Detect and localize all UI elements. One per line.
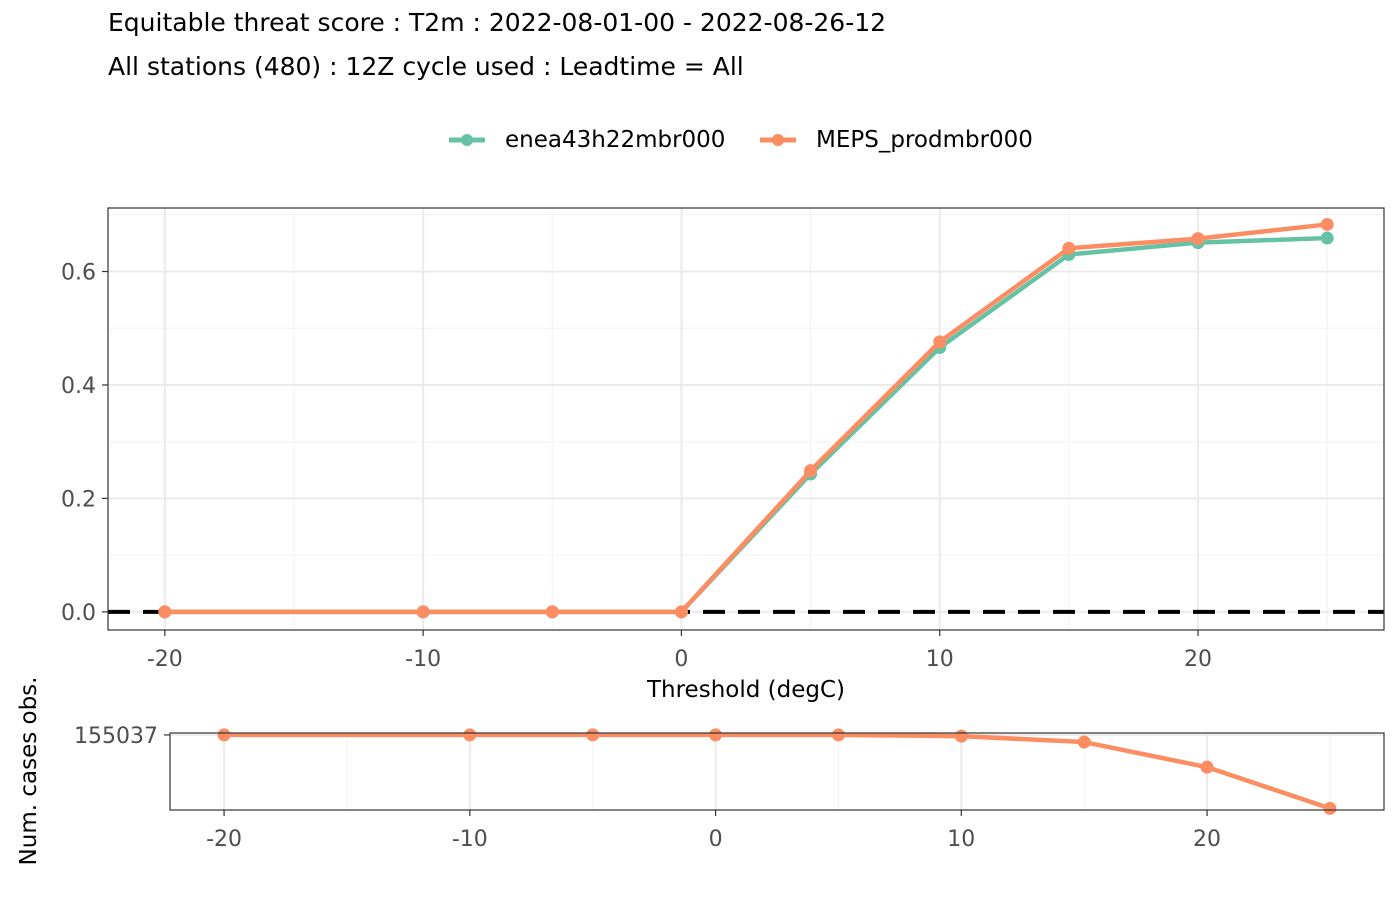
series-line-1	[224, 732, 1331, 811]
data-point-series-2	[1062, 241, 1076, 255]
data-point-series-2	[416, 605, 430, 619]
data-point-series-1	[1077, 735, 1091, 749]
chart-title-line-1: Equitable threat score : T2m : 2022-08-0…	[108, 8, 887, 37]
y-tick-label: 0.6	[61, 261, 96, 286]
chart-legend: enea43h22mbr000 MEPS_prodmbr000	[0, 120, 1400, 160]
series-line-2	[164, 222, 1328, 615]
data-point-series-1	[831, 728, 845, 742]
y-tick-label: 0.2	[61, 487, 96, 512]
panel-border	[169, 732, 1385, 811]
data-point-series-1	[709, 728, 723, 742]
legend-item-series-1: enea43h22mbr000	[447, 120, 725, 160]
x-axis-title: Threshold (degC)	[646, 677, 845, 703]
x-tick-label: -20	[206, 827, 242, 852]
data-point-series-1	[954, 729, 968, 743]
x-tick-label: 0	[674, 647, 688, 672]
data-point-series-2	[933, 335, 947, 349]
x-tick-label: -10	[405, 647, 441, 672]
x-tick-label: 10	[947, 827, 975, 852]
data-point-series-1	[1320, 231, 1334, 245]
data-point-series-2	[804, 464, 818, 478]
legend-label-series-2: MEPS_prodmbr000	[816, 127, 1033, 153]
panel-border	[107, 207, 1385, 631]
data-point-series-2	[158, 605, 172, 619]
x-tick-label: 10	[926, 647, 954, 672]
y-tick-label: 0.4	[61, 374, 96, 399]
legend-key-series-1	[449, 134, 485, 146]
x-tick-label: -20	[147, 647, 183, 672]
cases-chart-panel: -20 -10 0 10 20 155037 Num. cases obs.	[16, 677, 1385, 866]
legend-item-series-2: MEPS_prodmbr000	[758, 120, 1033, 160]
chart-title-line-2: All stations (480) : 12Z cycle used : Le…	[108, 52, 744, 81]
y-axis-title: Num. cases obs.	[16, 677, 42, 866]
data-point-series-1	[1200, 760, 1214, 774]
data-point-series-2	[674, 605, 688, 619]
series-line-1	[164, 235, 1328, 615]
data-point-series-1	[217, 728, 231, 742]
x-tick-label: 20	[1193, 827, 1221, 852]
x-tick-label: 0	[709, 827, 723, 852]
y-tick-label: 155037	[74, 724, 158, 749]
data-point-series-2	[1320, 217, 1334, 231]
data-point-series-1	[463, 728, 477, 742]
x-tick-label: 20	[1184, 647, 1212, 672]
x-tick-label: -10	[452, 827, 488, 852]
main-chart-panel: -20 -10 0 10 20 0.0 0.2 0.4 0.6 Threshold (degC)	[61, 207, 1385, 703]
data-point-series-2	[545, 605, 559, 619]
data-point-series-1	[586, 728, 600, 742]
legend-key-series-2	[760, 134, 796, 146]
legend-label-series-1: enea43h22mbr000	[505, 127, 726, 153]
data-point-series-1	[1323, 801, 1337, 815]
y-tick-label: 0.0	[61, 601, 96, 626]
data-point-series-2	[1191, 232, 1205, 246]
